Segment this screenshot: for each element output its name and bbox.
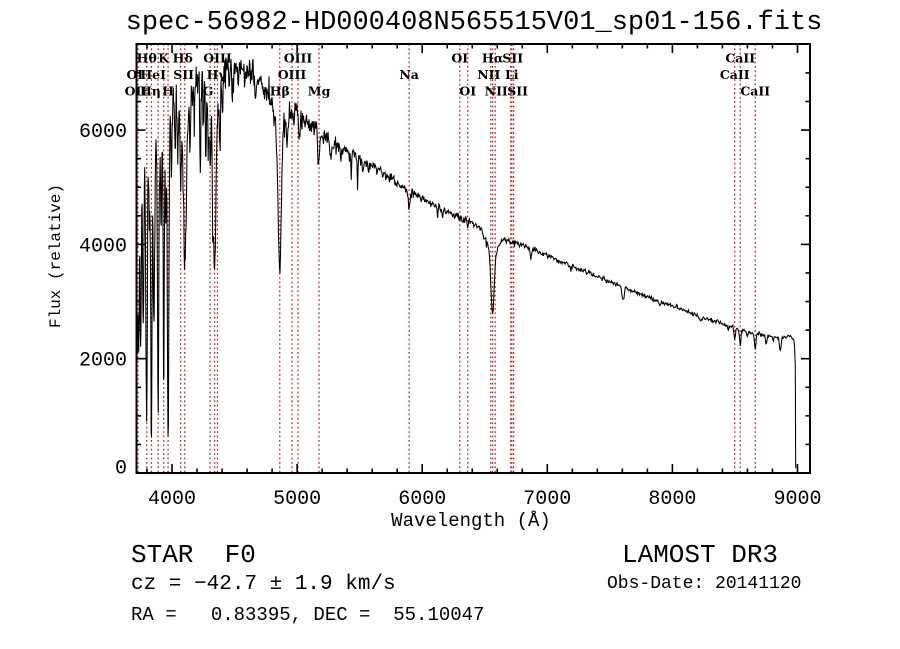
line-label: Hγ	[207, 67, 228, 82]
line-label: SII	[173, 67, 194, 82]
line-label: H	[162, 84, 174, 99]
obs-date-text: Obs-Date: 20141120	[607, 574, 802, 594]
x-tick-label: 7000	[523, 488, 571, 511]
y-axis-title: Flux (relative)	[47, 183, 65, 329]
y-tick-label: 0	[115, 458, 127, 481]
x-tick-label: 4000	[148, 488, 196, 511]
y-tick-label: 4000	[79, 235, 127, 258]
x-axis-title: Wavelength (Å)	[391, 510, 551, 532]
line-label: NII	[477, 67, 500, 82]
line-label: HeI	[140, 67, 166, 82]
plot-frame	[135, 43, 811, 474]
y-tick-label: 2000	[79, 350, 127, 373]
line-label: OI	[451, 51, 468, 66]
line-label: OI	[459, 84, 476, 99]
ra-dec-text: RA = 0.83395, DEC = 55.10047	[131, 604, 485, 626]
line-label: Hδ	[173, 51, 193, 66]
line-label: OI	[127, 67, 144, 82]
y-tick-label: 6000	[79, 121, 127, 144]
line-label: G	[203, 84, 214, 99]
line-label: Na	[399, 67, 419, 82]
line-label: NII	[485, 84, 508, 99]
line-label: SII	[507, 84, 528, 99]
line-label: CaII	[725, 51, 755, 66]
line-label: Hβ	[270, 84, 290, 99]
line-label: CaII	[740, 84, 770, 99]
line-label: OIII	[284, 51, 313, 66]
line-label: Hθ	[137, 51, 157, 66]
x-tick-label: 9000	[773, 488, 821, 511]
x-tick-label: 8000	[648, 488, 696, 511]
star-class-text: STAR F0	[131, 540, 256, 570]
line-label: CaII	[720, 67, 750, 82]
plot-title: spec-56982-HD000408N565515V01_sp01-156.f…	[125, 8, 823, 38]
line-label: Hη	[140, 84, 161, 99]
radial-velocity-text: cz = −42.7 ± 1.9 km/s	[131, 573, 396, 596]
line-label: OIII	[278, 67, 307, 82]
x-tick-label: 5000	[273, 488, 321, 511]
line-label: K	[158, 51, 170, 66]
x-tick-label: 6000	[398, 488, 446, 511]
line-label: SII	[502, 51, 523, 66]
survey-release-text: LAMOST DR3	[622, 540, 779, 570]
spectrum-curve	[135, 57, 797, 469]
line-label: Hα	[482, 51, 504, 66]
line-label: Li	[505, 67, 519, 82]
line-label: Mg	[308, 84, 331, 99]
